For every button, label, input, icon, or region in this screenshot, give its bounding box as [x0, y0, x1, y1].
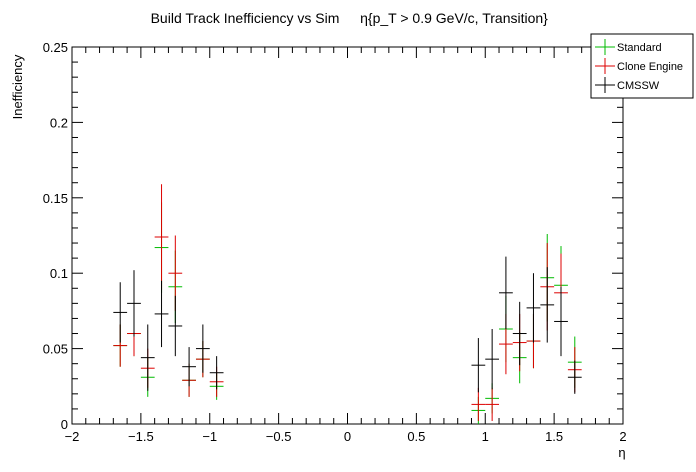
data-point: [195, 324, 210, 373]
data-point: [540, 267, 555, 343]
data-point: [154, 184, 169, 290]
x-tick-label: 2: [619, 429, 626, 444]
y-tick-label: 0: [61, 417, 68, 432]
y-tick-label: 0.25: [43, 40, 68, 55]
data-point: [554, 286, 568, 357]
legend-entry: Clone Engine: [595, 58, 683, 74]
x-tick-label: −2: [65, 429, 80, 444]
x-tick-label: 1.5: [545, 429, 563, 444]
legend: Standard Clone Engine CMSSW: [590, 33, 694, 99]
plot-border: [71, 46, 624, 425]
data-point: [127, 270, 141, 337]
x-tick-label: −1.5: [128, 429, 154, 444]
data-point: [113, 282, 128, 343]
x-tick-label: 0: [344, 429, 351, 444]
data-point: [567, 360, 582, 394]
legend-entry: CMSSW: [595, 77, 660, 93]
legend-label: CMSSW: [617, 80, 660, 92]
plot-frame: [71, 46, 624, 425]
x-tick-label: 1: [482, 429, 489, 444]
data-point: [485, 328, 500, 390]
data-point: [499, 256, 513, 329]
data-point: [485, 387, 500, 421]
data-point: [140, 324, 155, 391]
chart-title: Build Track Inefficiency vs Sim: [151, 10, 340, 26]
legend-label: Clone Engine: [617, 61, 683, 73]
x-tick-label: −0.5: [266, 429, 292, 444]
y-tick-label: 0.15: [43, 191, 68, 206]
x-tick-label: −1: [202, 429, 217, 444]
series-clone-engine: [113, 184, 582, 421]
data-point: [168, 295, 183, 357]
legend-entry: Standard: [595, 39, 662, 55]
series-cmssw: [113, 256, 582, 394]
data-point: [471, 338, 486, 393]
y-tick-label: 0.05: [43, 342, 68, 357]
data-point: [154, 280, 169, 348]
x-tick-label: 0.5: [407, 429, 425, 444]
x-axis-label: η: [618, 445, 625, 460]
series-layer: [113, 184, 582, 424]
y-tick-label: 0.2: [50, 115, 68, 130]
y-axis-label: Inefficiency: [10, 54, 25, 119]
data-point: [182, 347, 196, 387]
chart-title-selection: η{p_T > 0.9 GeV/c, Transition}: [360, 10, 548, 26]
series-standard: [113, 202, 582, 424]
data-point: [209, 356, 224, 390]
legend-label: Standard: [617, 42, 662, 54]
y-tick-label: 0.1: [50, 266, 68, 281]
axes: −2 −1.5 −1 −0.5 0 0.5 1 1.5 2 0 0.05 0.1 0.15 0.2 0.25: [43, 40, 627, 444]
data-point: [512, 301, 527, 366]
data-point: [471, 387, 486, 421]
data-point: [526, 273, 541, 343]
